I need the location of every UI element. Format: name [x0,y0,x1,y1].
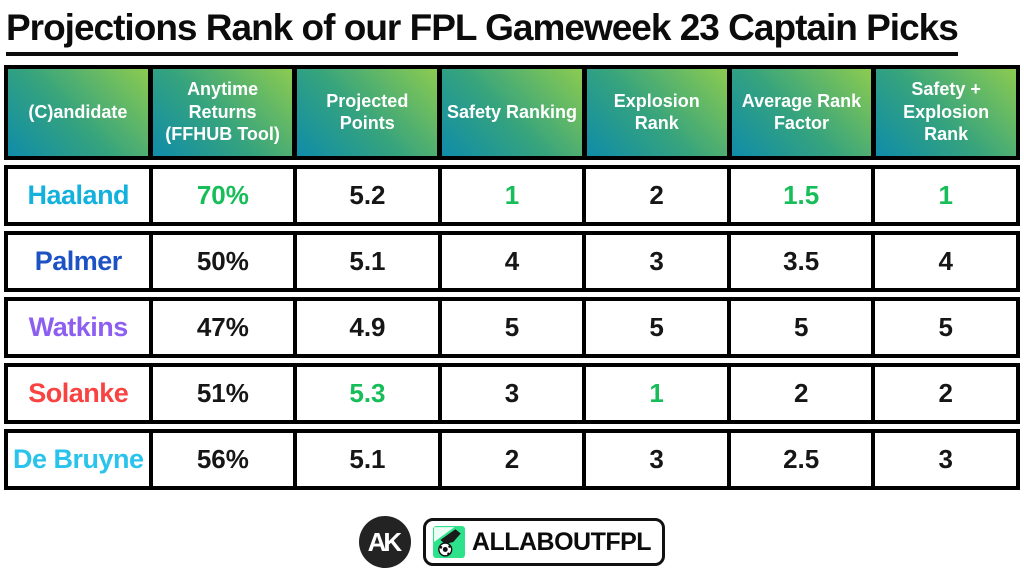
value-cell: 5 [726,300,872,354]
value-cell: 1.5 [726,168,872,222]
ak-monogram-icon: AK [358,516,411,568]
column-header: (C)andidate [8,68,148,156]
value-cell: 5.3 [293,366,438,420]
value-cell: 5.1 [293,432,438,486]
value-cell: 5 [871,300,1016,354]
value-cell: 1 [871,168,1016,222]
value-cell: 3 [582,234,727,288]
title-area: Projections Rank of our FPL Gameweek 23 … [0,0,1024,56]
footer-logos: AK ALLABOUTFPL [0,516,1024,568]
candidate-name-cell: De Bruyne [13,443,144,474]
page-title: Projections Rank of our FPL Gameweek 23 … [6,7,959,56]
value-cell: 3.5 [726,234,872,288]
value-cell: 4 [871,234,1016,288]
column-header: Safety Ranking [442,68,582,156]
allaboutfpl-badge: ALLABOUTFPL [422,518,666,566]
value-cell: 5 [582,300,727,354]
candidate-name-cell: Palmer [34,245,123,276]
value-cell: 2 [582,168,727,222]
candidate-name-cell: Watkins [28,311,129,342]
table-header-row: (C)andidate Anytime Returns (FFHUB Tool) P… [4,64,1020,160]
column-header-label: Explosion Rank [613,90,700,134]
brand-name: ALLABOUTFPL [471,527,652,556]
table-row: Solanke 51% 5.3 3 1 2 2 [4,362,1020,424]
captain-picks-table: (C)andidate Anytime Returns (FFHUB Tool) P… [4,64,1020,490]
football-boot-icon [432,526,465,558]
column-header-label: Projected Points [326,90,409,134]
column-header-label: (C)andidate [28,101,128,122]
value-cell: 1 [437,168,583,222]
table-row: Haaland 70% 5.2 1 2 1.5 1 [4,164,1020,226]
value-cell: 5.1 [293,234,438,288]
value-cell: 2 [726,366,872,420]
value-cell: 3 [871,432,1016,486]
column-header: Projected Points [297,68,438,156]
value-cell: 3 [437,366,583,420]
value-cell: 50% [148,234,294,288]
table-row: Watkins 47% 4.9 5 5 5 5 [4,296,1020,358]
candidate-name-cell: Solanke [28,377,129,408]
column-header-label: Anytime Returns (FFHUB Tool) [165,79,280,145]
value-cell: 3 [582,432,727,486]
column-header: Explosion Rank [586,68,727,156]
value-cell: 2.5 [726,432,872,486]
value-cell: 47% [148,300,294,354]
column-header-label: Average Rank Factor [741,90,862,134]
table-row: Palmer 50% 5.1 4 3 3.5 4 [4,230,1020,292]
value-cell: 70% [148,168,294,222]
value-cell: 4.9 [293,300,438,354]
column-header: Safety + Explosion Rank [876,68,1017,156]
table-row: De Bruyne 56% 5.1 2 3 2.5 3 [4,428,1020,490]
table-body: Haaland 70% 5.2 1 2 1.5 1 Palmer 50% 5.1 4 3 3.5 4 Wat… [4,164,1020,490]
candidate-name-cell: Haaland [27,179,130,210]
value-cell: 51% [148,366,294,420]
value-cell: 5.2 [293,168,438,222]
column-header: Average Rank Factor [731,68,872,156]
column-header-label: Safety Ranking [446,101,578,122]
value-cell: 5 [437,300,583,354]
column-header: Anytime Returns (FFHUB Tool) [152,68,293,156]
value-cell: 4 [437,234,583,288]
value-cell: 2 [437,432,583,486]
column-header-label: Safety + Explosion Rank [903,79,990,145]
value-cell: 2 [871,366,1016,420]
value-cell: 56% [148,432,294,486]
value-cell: 1 [582,366,727,420]
